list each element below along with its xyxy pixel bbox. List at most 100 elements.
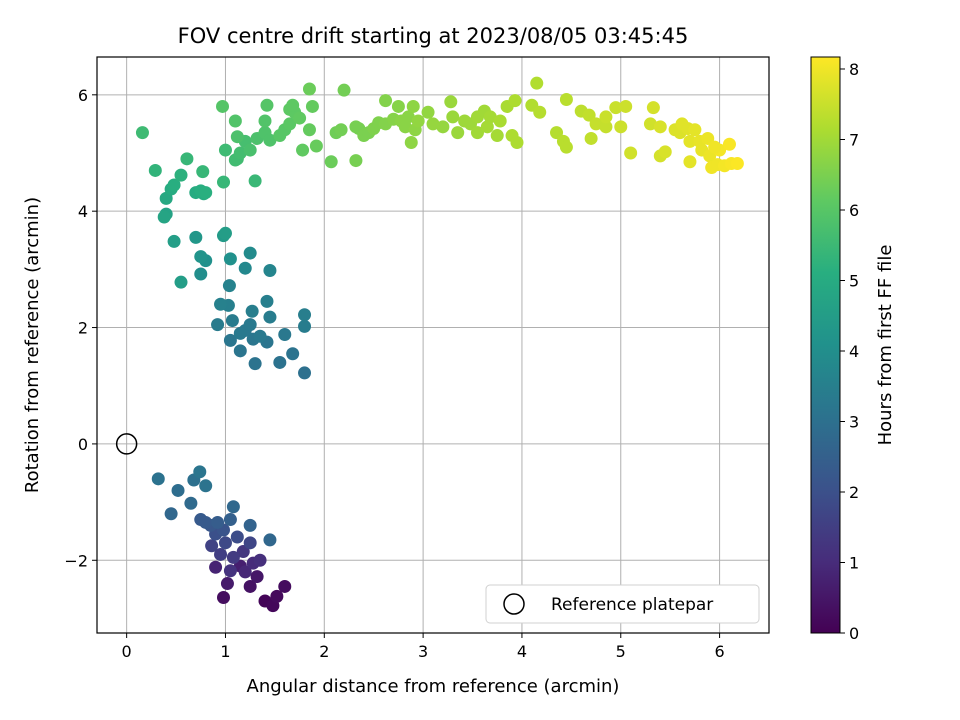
scatter-point [293,111,307,125]
scatter-point [214,547,228,561]
scatter-point [493,114,507,128]
scatter-point [243,143,257,157]
scatter-point [305,99,319,113]
plot-area-frame [96,56,770,634]
scatter-point [233,326,247,340]
scatter-point [624,146,638,160]
scatter-point [263,133,277,147]
scatter-point [238,565,252,579]
scatter-point [263,310,277,324]
x-tick-label: 2 [319,642,329,661]
scatter-point [148,163,162,177]
colorbar-tick-label: 2 [849,483,859,502]
scatter-point [411,114,425,128]
scatter-point [223,333,237,347]
scatter-point [273,355,287,369]
scatter-point [398,120,412,134]
scatter-point [619,99,633,113]
scatter-point [559,140,573,154]
scatter-point [550,126,564,140]
scatter-point [508,94,522,108]
scatter-point [599,120,613,134]
scatter-point [436,120,450,134]
scatter-point [164,507,178,521]
scatter-point [470,126,484,140]
scatter-point [220,577,234,591]
y-tick-label: 2 [78,319,88,338]
scatter-point [296,143,310,157]
scatter-point [426,117,440,131]
scatter-point [298,366,312,380]
colorbar-tick-label: 8 [849,60,859,79]
scatter-point [379,94,393,108]
scatter-point [263,264,277,278]
scatter-point [421,105,435,119]
scatter-point [286,98,300,112]
scatter-point [559,92,573,106]
x-tick-label: 4 [517,642,527,661]
colorbar-tick-label: 7 [849,130,859,149]
scatter-point [270,589,284,603]
scatter-point [404,136,418,150]
scatter-point [194,267,208,281]
y-axis-ticks: −2 0 2 4 6 [64,86,97,570]
scatter-point [286,347,300,361]
scatter-point [218,143,232,157]
scatter-point [683,155,697,169]
y-tick-label: −2 [64,551,88,570]
scatter-point [209,560,223,574]
scatter-point [151,472,165,486]
scatter-point [401,110,415,124]
x-tick-label: 5 [616,642,626,661]
reference-marker [115,433,138,455]
scatter-point [189,230,203,244]
scatter-point [283,117,297,131]
colorbar-ticks: 0 1 2 3 4 5 6 7 8 [840,60,859,643]
scatter-point [349,154,363,168]
scatter-point [391,99,405,113]
scatter-point [174,275,188,289]
colorbar-label: Hours from first FF file [875,245,896,446]
scatter-point [278,579,292,593]
scatter-point [683,134,697,148]
scatter-point [216,175,230,189]
scatter-point [218,226,232,240]
scatter-point [614,120,628,134]
scatter-point [260,294,274,308]
scatter-point [248,174,262,188]
scatter-point [180,152,194,166]
colorbar-tick-label: 6 [849,201,859,220]
scatter-point [243,318,257,332]
scatter-point [228,114,242,128]
scatter-point [171,483,185,497]
x-tick-label: 3 [418,642,428,661]
scatter-point [510,136,524,150]
scatter-point [584,131,598,145]
scatter-point [451,126,465,140]
scatter-point [214,297,228,311]
scatter-point [309,139,323,153]
scatter-point [243,579,257,593]
scatter-point [216,591,230,605]
scatter-point [205,539,219,553]
y-tick-label: 4 [78,202,88,221]
scatter-point [490,129,504,143]
scatter-point [216,99,230,113]
scatter-points [135,76,744,613]
legend: Reference platepar [485,584,760,624]
x-axis-ticks: 0 1 2 3 4 5 6 [122,633,725,661]
scatter-point [225,314,239,328]
scatter-point [480,120,494,134]
scatter-point [250,570,264,584]
colorbar-tick-label: 1 [849,553,859,572]
scatter-point [260,98,274,112]
scatter-point [211,515,225,529]
scatter-point [222,279,236,293]
scatter-point [278,328,292,342]
scatter-point [196,165,210,179]
scatter-point [646,101,660,115]
x-tick-label: 0 [122,642,132,661]
scatter-point [609,101,623,115]
scatter-point [589,117,603,131]
